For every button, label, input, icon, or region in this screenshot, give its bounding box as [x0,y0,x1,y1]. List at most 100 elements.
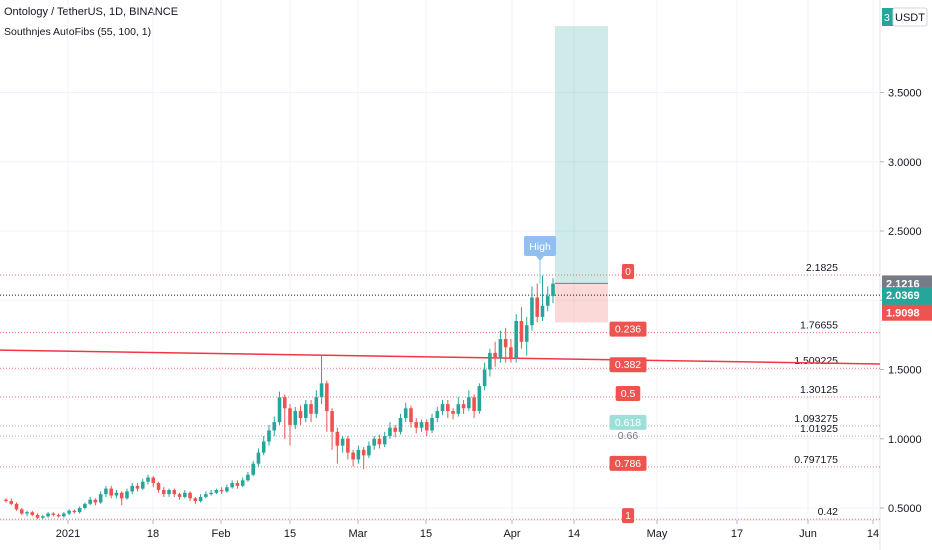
candle-body [93,499,98,503]
candle-body [167,489,171,495]
x-axis: 2021 18 Feb 15 Mar 15 Apr 14 May 17 Jun 14 [56,520,879,540]
candle [367,441,371,459]
candle [535,283,540,323]
trendline-line[interactable] [0,349,881,365]
price-label [882,304,932,321]
candle [198,494,203,503]
fib-badge [609,455,647,471]
candle-body [393,427,398,432]
fib-price-label: 0.797175 [794,454,838,466]
fib-badge [621,508,635,524]
candle [140,478,145,490]
candle [330,408,334,450]
candles [4,275,555,520]
candle-body [451,411,455,414]
fib-price-label: 1.509225 [794,355,838,367]
candle-body [303,404,308,418]
candle-body [498,339,503,359]
fib-badge [615,386,641,402]
candle [545,286,550,312]
candle-body [372,438,376,446]
top-price-tag [882,8,894,26]
candle-body [25,512,29,514]
high-badge-text: High [529,241,551,253]
candle-body [156,483,161,490]
candle [219,487,224,495]
candle [35,513,40,520]
candle [67,509,71,515]
candle-body [198,496,203,502]
indicator-label[interactable]: Southnjes AutoFibs (55, 100, 1) [4,26,152,38]
candle-body [9,501,14,504]
fib-badge [621,263,635,279]
candle-body [119,492,124,499]
fib-badge-text: 0.618 [615,417,641,429]
candle-body [230,483,234,488]
candle [498,330,503,363]
candle-body [4,499,8,502]
candle [467,390,471,412]
candle [125,488,129,500]
candle [288,404,292,446]
fib-badge-text: 1 [625,510,631,522]
candle [4,498,8,503]
candle [335,427,340,464]
high-marker: High [524,236,556,284]
currency-button[interactable]: USDT [892,7,928,27]
candle [188,491,192,502]
candle [9,498,14,506]
fib-badge [609,357,647,373]
candle [240,477,245,488]
candle [414,417,419,434]
candle [46,512,50,518]
currency-button-frame[interactable] [892,7,928,27]
fib-badge-text: 0 [625,266,631,278]
candle-body [340,438,345,446]
candle [540,275,545,322]
candle [183,489,187,499]
fib-price-label: 2.1825 [806,262,838,274]
candle [461,399,466,414]
candle-body [151,477,156,484]
candle [509,339,513,363]
fib-price-label: 1.093275 [794,413,838,425]
candle-body [51,513,56,515]
candle [524,316,529,356]
candle [303,399,308,423]
candle-body [351,452,355,460]
candle [261,435,266,456]
chart-title: Ontology / TetherUS, 1D, BINANCE [4,6,179,18]
candle [235,480,240,489]
candle [209,489,213,496]
candle-body [456,404,461,414]
candle-body [62,513,66,517]
candle [98,491,103,504]
candle [14,502,19,511]
candle-body [235,483,240,486]
candle-body [388,427,392,436]
x-tick-label: 14 [867,528,879,540]
candle-body [288,408,292,425]
candle [56,513,61,518]
candle [514,314,518,363]
currency-button-label[interactable]: USDT [895,12,925,24]
candle-body [135,485,140,489]
candle [151,476,156,488]
candle-body [130,485,135,492]
high-badge-pointer [536,256,544,261]
candle-body [309,404,313,414]
candle-body [204,494,208,497]
candle [161,487,166,497]
candle [51,512,56,517]
candle-body [430,417,434,431]
candle [340,435,345,453]
candle [446,399,450,418]
candle [88,496,92,506]
candle-body [225,487,229,492]
candle [440,399,445,416]
candle-body [267,430,271,442]
candle-body [319,383,324,398]
candle [104,485,108,497]
candle [41,514,45,520]
